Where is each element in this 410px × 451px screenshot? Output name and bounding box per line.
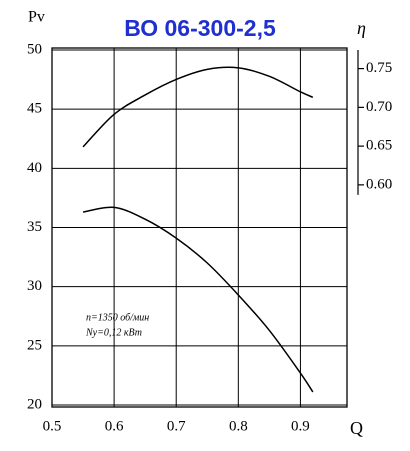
y-axis-label: Pv (28, 9, 45, 26)
x-tick-label: 0.6 (105, 418, 124, 434)
x-tick-label: 0.8 (229, 418, 248, 434)
x-tick-label: 0.5 (43, 418, 62, 434)
y-tick-label: 45 (27, 101, 42, 117)
y-tick-label: 30 (27, 278, 42, 294)
data-line (82, 66, 314, 148)
annotation: n=1350 об/мин (86, 312, 149, 323)
data-line (82, 206, 314, 393)
x-axis-label: Q (350, 418, 363, 438)
x-tick-label: 0.7 (167, 418, 186, 434)
x-tick-label: 0.9 (291, 418, 310, 434)
y-tick-label: 50 (27, 41, 42, 57)
y2-tick-label: 0.75 (366, 60, 392, 76)
chart-title: ВО 06-300-2,5 (124, 15, 276, 41)
y-tick-label: 40 (27, 160, 42, 176)
y2-tick-label: 0.60 (366, 176, 392, 192)
y-tick-label: 20 (27, 396, 42, 412)
y-tick-label: 35 (27, 219, 42, 235)
y-tick-label: 25 (27, 337, 42, 353)
y2-axis-label: η (357, 18, 366, 38)
y2-tick-label: 0.70 (366, 99, 392, 115)
annotation: Nу=0,12 кВт (85, 327, 142, 338)
y2-tick-label: 0.65 (366, 138, 392, 154)
